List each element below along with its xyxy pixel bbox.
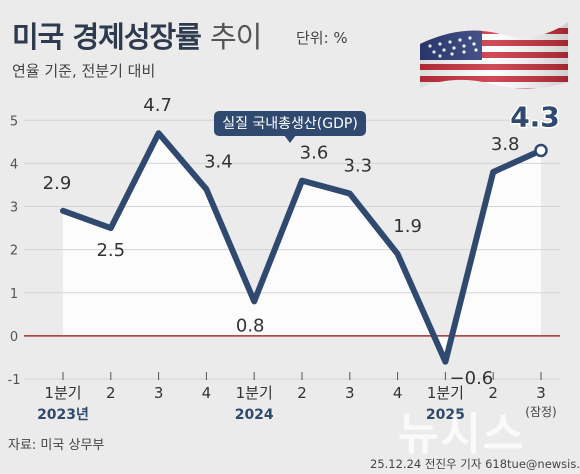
data-label: 2.5 — [96, 240, 125, 261]
x-tick-label: 2 — [297, 384, 307, 402]
badge-background — [214, 111, 366, 136]
year-label: 2025 — [426, 407, 465, 423]
title-bold: 미국 경제성장률 — [12, 20, 202, 54]
x-tick-label: 1분기 — [427, 384, 464, 402]
title-light: 추이 — [209, 20, 262, 54]
x-tick-label: 2 — [488, 384, 498, 402]
y-tick-labels: -1 0 1 2 3 4 5 — [8, 114, 21, 388]
series-badge: 실질 국내총생산(GDP) — [214, 111, 366, 143]
area-fill — [63, 133, 541, 362]
unit-label: 단위: % — [296, 29, 348, 47]
badge-pointer — [284, 135, 296, 143]
credit-note: 25.12.24 전진우 기자 618tue@newsis.com — [370, 457, 580, 471]
year-label: 2023년 — [37, 407, 89, 423]
x-tick-label: 1분기 — [44, 384, 81, 402]
x-tick-label: 2 — [106, 384, 116, 402]
y-tick-label: 5 — [10, 114, 18, 129]
y-tick-label: 0 — [10, 330, 18, 345]
data-label: 2.9 — [43, 173, 72, 194]
data-label: 3.3 — [343, 156, 372, 177]
y-tick-label: -1 — [8, 373, 21, 388]
subtitle: 연율 기준, 전분기 대비 — [12, 62, 156, 80]
data-label: −0.6 — [450, 368, 494, 389]
series-line — [60, 130, 544, 365]
x-tick-label: 3 — [154, 384, 164, 402]
source-note: 자료: 미국 상무부 — [8, 438, 105, 453]
series-markers — [534, 143, 548, 158]
x-tick-label: 3 — [345, 384, 355, 402]
data-label: 4.7 — [143, 95, 172, 116]
y-tick-label: 4 — [10, 157, 18, 172]
highlight-marker — [534, 143, 548, 158]
y-tick-label: 1 — [10, 287, 18, 302]
data-label: 0.8 — [236, 315, 265, 336]
x-tick-label: 4 — [393, 384, 403, 402]
page-title: 미국 경제성장률 추이 — [12, 14, 262, 56]
y-tick-label: 3 — [10, 201, 18, 216]
x-axis: 1분기 2 3 4 1분기 2 3 4 1분기 2 3 2023년 2024 2025 (잠정) — [37, 372, 557, 423]
year-label: 2024 — [235, 407, 274, 423]
data-labels: 2.9 2.5 4.7 3.4 0.8 3.6 3.3 1.9 −0.6 3.84.3 — [43, 95, 562, 389]
data-label: 4.3 — [510, 100, 560, 133]
series-name: 실질 국내총생산(GDP) — [222, 116, 358, 132]
x-tick-label: 3 — [536, 384, 546, 402]
data-label: 3.8 — [491, 134, 520, 155]
x-tick-label: 4 — [202, 384, 212, 402]
provisional-note: (잠정) — [525, 405, 556, 419]
watermark-logo: 뉴시스 — [398, 409, 526, 460]
data-label: 3.6 — [300, 143, 329, 164]
us-flag-icon — [420, 22, 568, 89]
y-tick-label: 2 — [10, 244, 18, 259]
data-label: 3.4 — [204, 151, 233, 172]
x-tick-label: 1분기 — [236, 384, 273, 402]
data-label: 1.9 — [393, 216, 422, 237]
